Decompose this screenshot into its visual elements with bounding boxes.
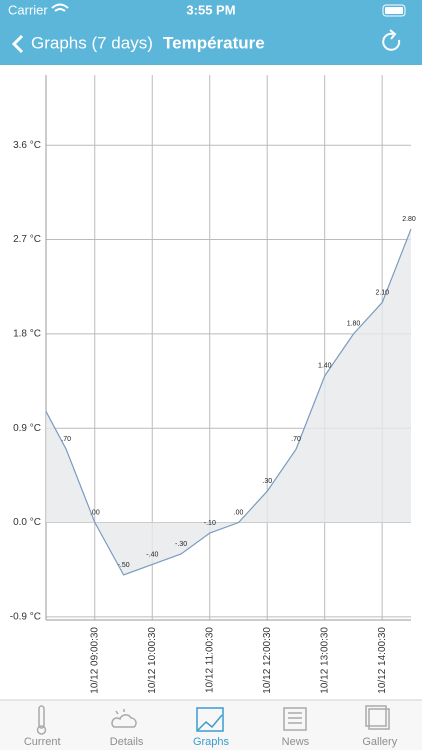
data-label: -.40 [146, 551, 158, 558]
y-tick-label: 0.9 °C [13, 423, 41, 434]
x-tick-label: 10/12 12:00:30 [262, 627, 273, 694]
carrier: Carrier [8, 2, 48, 17]
x-tick-label: 10/12 09:00:30 [89, 627, 100, 694]
tab-label[interactable]: Current [24, 736, 61, 748]
data-label: 1.40 [318, 363, 332, 370]
data-label: .00 [90, 509, 100, 516]
tab-icons [36, 705, 390, 735]
y-tick-label: -0.9 °C [10, 611, 41, 622]
data-label: .70 [291, 436, 301, 443]
data-label: 2.10 [375, 289, 389, 296]
battery-level [385, 7, 403, 14]
tab-label[interactable]: Graphs [193, 736, 230, 748]
data-label: -.30 [175, 541, 187, 548]
x-tick-label: 10/12 11:00:30 [204, 627, 215, 693]
line [45, 228, 412, 576]
tab-label[interactable]: News [282, 736, 310, 748]
tab-label[interactable]: Gallery [362, 736, 397, 748]
time: 3:55 PM [186, 2, 235, 17]
data-label: -.50 [118, 562, 130, 569]
y-tick-label: 1.8 °C [13, 329, 41, 340]
battery-icon [382, 4, 406, 17]
x-tick-label: 10/12 10:00:30 [147, 627, 158, 694]
y-tick-label: 2.7 °C [13, 234, 41, 245]
y-tick-label: 0.0 °C [13, 517, 41, 528]
data-label: .30 [262, 478, 272, 485]
data-label: 1.80 [347, 321, 361, 328]
nav-title: Température [163, 33, 265, 52]
tab-label[interactable]: Details [110, 736, 144, 748]
data-label: 2.80 [402, 216, 416, 223]
data-label: .00 [234, 509, 244, 516]
back-icon[interactable] [11, 34, 24, 54]
plot: 3.6 °C 2.7 °C 1.8 °C 0.9 °C 0.0 °C -0.9 °C 10/… [10, 75, 416, 694]
wifi-icon [51, 3, 69, 12]
area [46, 229, 411, 575]
data-label: -.10 [204, 520, 216, 527]
header-bg [0, 0, 422, 65]
x-tick-label: 10/12 13:00:30 [319, 627, 330, 694]
back-button[interactable]: Graphs (7 days) [31, 33, 153, 52]
x-tick-label: 10/12 14:00:30 [377, 627, 388, 694]
data-label: .70 [61, 436, 71, 443]
refresh-button[interactable] [382, 29, 401, 51]
y-tick-label: 3.6 °C [13, 140, 41, 151]
